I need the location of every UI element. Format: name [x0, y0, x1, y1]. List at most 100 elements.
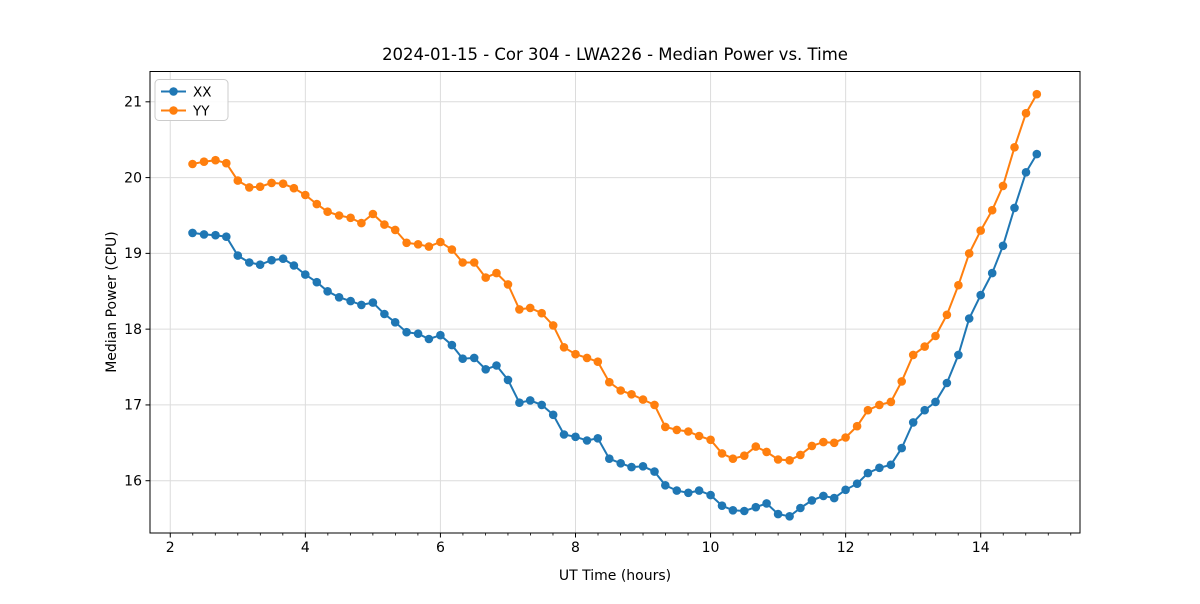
data-point-YY: [728, 454, 738, 464]
data-point-YY: [931, 331, 940, 341]
data-point-XX: [863, 468, 873, 478]
data-point-XX: [515, 398, 524, 408]
data-point-YY: [908, 350, 918, 360]
data-point-XX: [638, 462, 648, 471]
data-point-YY: [672, 425, 682, 435]
data-point-YY: [402, 238, 411, 248]
data-point-XX: [661, 481, 670, 490]
data-point-YY: [616, 386, 625, 395]
data-point-XX: [694, 486, 704, 495]
data-point-YY: [559, 343, 569, 352]
data-point-XX: [1010, 203, 1019, 213]
data-point-XX: [875, 463, 884, 473]
data-point-YY: [829, 438, 839, 448]
data-point-XX: [740, 506, 749, 516]
data-point-YY: [796, 450, 805, 460]
tick-label-y-17: 17: [124, 398, 142, 414]
data-point-XX: [920, 405, 929, 415]
data-point-YY: [998, 181, 1008, 191]
data-point-XX: [368, 298, 378, 307]
data-point-YY: [571, 349, 580, 359]
data-point-XX: [267, 255, 276, 265]
data-point-YY: [211, 155, 220, 165]
data-point-YY: [323, 207, 332, 216]
legend-label-xx: XX: [193, 84, 212, 100]
data-point-XX: [1032, 149, 1042, 159]
data-point-XX: [954, 350, 963, 360]
data-point-XX: [301, 270, 310, 279]
data-point-XX: [987, 268, 997, 278]
tick-label-y-20: 20: [124, 170, 142, 186]
data-point-YY: [694, 431, 704, 441]
data-point-YY: [785, 456, 794, 465]
data-point-YY: [773, 455, 783, 464]
data-point-YY: [469, 258, 479, 267]
data-point-XX: [819, 491, 828, 501]
legend-item-yy: YY: [161, 103, 210, 119]
x-axis-label: UT Time (hours): [559, 568, 671, 584]
axes-layer: 2 4 6 8 10 12 14 16 17 18 19 20 21: [124, 71, 1081, 556]
data-point-XX: [627, 462, 636, 472]
data-point-YY: [301, 190, 310, 200]
data-point-XX: [447, 340, 457, 350]
data-point-YY: [875, 400, 884, 410]
data-point-YY: [593, 357, 603, 367]
tick-label-x-6: 6: [436, 540, 445, 556]
tick-label-y-16: 16: [124, 474, 142, 490]
data-point-XX: [571, 432, 580, 442]
data-point-YY: [807, 441, 817, 451]
data-point-XX: [762, 499, 771, 508]
data-point-YY: [188, 159, 197, 169]
data-point-YY: [627, 390, 636, 399]
tick-label-x-8: 8: [571, 540, 580, 556]
data-point-YY: [447, 245, 457, 254]
data-point-YY: [222, 158, 231, 168]
data-point-XX: [503, 375, 513, 385]
legend-box: [154, 79, 229, 121]
data-point-YY: [525, 303, 535, 313]
legend: XX YY: [154, 79, 229, 121]
data-point-YY: [481, 273, 491, 282]
data-point-YY: [740, 451, 749, 461]
grid-layer: [150, 71, 1080, 533]
legend-marker-xx: [169, 87, 178, 96]
series-line-XX: [192, 153, 1038, 518]
data-point-XX: [278, 254, 288, 263]
data-point-YY: [245, 183, 254, 192]
data-point-YY: [942, 310, 952, 320]
data-point-YY: [1010, 143, 1019, 152]
data-point-YY: [278, 179, 288, 188]
data-point-XX: [684, 488, 693, 498]
data-point-YY: [751, 442, 761, 451]
data-point-YY: [334, 211, 344, 220]
data-point-XX: [841, 485, 850, 495]
data-point-YY: [267, 178, 276, 188]
data-point-XX: [672, 486, 682, 495]
data-point-YY: [357, 218, 366, 228]
data-point-YY: [368, 209, 378, 219]
data-point-YY: [706, 435, 715, 445]
series-line-YY: [192, 93, 1038, 462]
data-point-XX: [188, 228, 197, 238]
tick-label-x-14: 14: [972, 540, 990, 556]
data-point-XX: [751, 502, 761, 512]
data-point-XX: [650, 467, 659, 476]
data-point-YY: [954, 280, 963, 290]
data-point-XX: [773, 509, 783, 519]
data-point-YY: [458, 258, 468, 267]
tick-label-y-18: 18: [124, 322, 142, 338]
data-point-YY: [684, 427, 693, 436]
data-point-XX: [559, 430, 569, 439]
data-point-YY: [897, 377, 906, 386]
data-point-XX: [998, 241, 1008, 251]
data-point-XX: [255, 260, 265, 270]
data-point-XX: [390, 318, 400, 327]
data-point-YY: [964, 249, 974, 258]
data-point-XX: [548, 410, 558, 420]
data-point-XX: [728, 506, 738, 515]
data-point-XX: [717, 501, 727, 511]
data-point-XX: [481, 365, 491, 374]
data-point-YY: [661, 422, 670, 432]
data-point-YY: [515, 305, 524, 314]
